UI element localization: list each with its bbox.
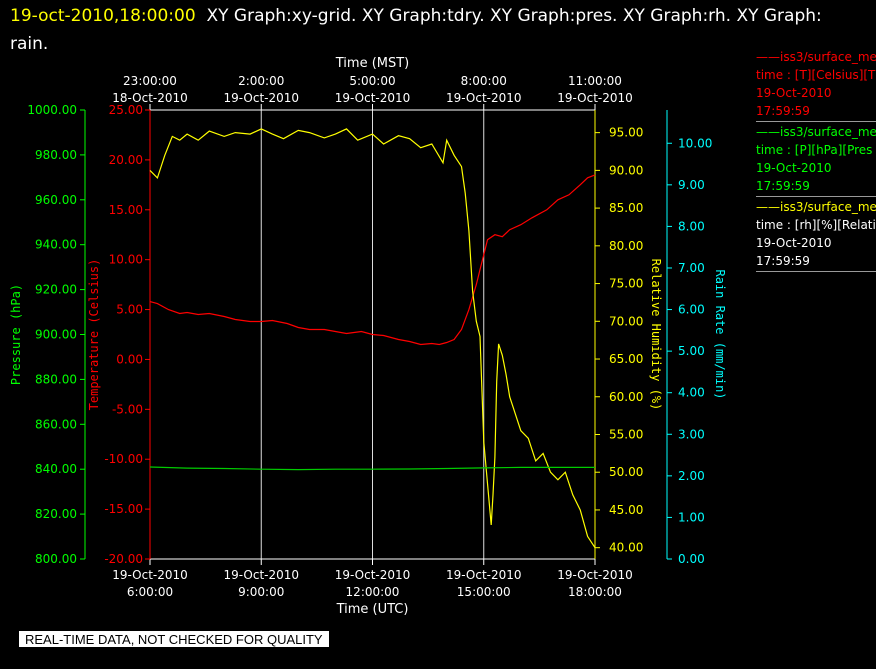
legend-entry-line: 17:59:59 <box>756 179 810 193</box>
rh-tick-label: 65.00 <box>609 352 643 366</box>
rh-tick-label: 40.00 <box>609 541 643 555</box>
temperature-tick-label: 0.00 <box>116 352 143 366</box>
pressure-tick-label: 820.00 <box>35 507 77 521</box>
legend-entry-line: ——iss3/surface_me <box>756 50 876 64</box>
bottom-tick-date-label: 19-Oct-2010 <box>335 568 411 582</box>
bottom-tick-date-label: 19-Oct-2010 <box>557 568 633 582</box>
top-tick-time-label: 23:00:00 <box>123 74 177 88</box>
rh-axis-title: Relative Humidity (%) <box>649 259 663 411</box>
temperature-tick-label: 15.00 <box>109 203 143 217</box>
rain-tick-label: 1.00 <box>678 510 705 524</box>
temperature-axis-title: Temperature (Celsius) <box>87 259 101 411</box>
rain-axis-title: Rain Rate (mm/min) <box>713 269 727 399</box>
pressure-tick-label: 960.00 <box>35 193 77 207</box>
bottom-tick-time-label: 15:00:00 <box>457 585 511 599</box>
bottom-tick-date-label: 19-Oct-2010 <box>446 568 522 582</box>
title-graph-list: XY Graph:xy-grid. XY Graph:tdry. XY Grap… <box>10 6 822 54</box>
rain-tick-label: 5.00 <box>678 344 705 358</box>
pressure-series-line <box>149 466 595 471</box>
rain-tick-label: 7.00 <box>678 261 705 275</box>
rh-tick-label: 85.00 <box>609 201 643 215</box>
temperature-tick-label: 25.00 <box>109 103 143 117</box>
temperature-tick-label: 10.00 <box>109 253 143 267</box>
top-tick-time-label: 8:00:00 <box>461 74 507 88</box>
pressure-tick-label: 920.00 <box>35 283 77 297</box>
bottom-tick-time-label: 9:00:00 <box>238 585 284 599</box>
pressure-tick-label: 860.00 <box>35 417 77 431</box>
rh-tick-label: 50.00 <box>609 465 643 479</box>
legend-entry-line: time : [T][Celsius][T <box>756 68 876 82</box>
rain-tick-label: 6.00 <box>678 303 705 317</box>
legend-entry-line: time : [P][hPa][Pres <box>756 143 873 157</box>
legend-entry-line: ——iss3/surface_me <box>756 200 876 214</box>
pressure-tick-label: 800.00 <box>35 552 77 566</box>
rain-tick-label: 2.00 <box>678 469 705 483</box>
pressure-tick-label: 1000.00 <box>27 103 77 117</box>
rain-tick-label: 0.00 <box>678 552 705 566</box>
legend-entry-line: ——iss3/surface_me <box>756 125 876 139</box>
top-tick-date-label: 18-Oct-2010 <box>112 91 188 105</box>
bottom-tick-time-label: 6:00:00 <box>127 585 173 599</box>
rain-tick-label: 10.00 <box>678 136 712 150</box>
rain-tick-label: 4.00 <box>678 386 705 400</box>
rain-tick-label: 9.00 <box>678 178 705 192</box>
bottom-tick-date-label: 19-Oct-2010 <box>223 568 299 582</box>
legend-entry-line: time : [rh][%][Relati <box>756 218 876 232</box>
legend-entry-line: 19-Oct-2010 <box>756 161 832 175</box>
rh-tick-label: 80.00 <box>609 239 643 253</box>
rh-tick-label: 55.00 <box>609 427 643 441</box>
top-tick-date-label: 19-Oct-2010 <box>223 91 299 105</box>
top-tick-time-label: 11:00:00 <box>568 74 622 88</box>
temperature-series-line <box>149 174 596 346</box>
bottom-tick-time-label: 12:00:00 <box>346 585 400 599</box>
rh-tick-label: 70.00 <box>609 314 643 328</box>
rh-tick-label: 45.00 <box>609 503 643 517</box>
top-tick-time-label: 2:00:00 <box>238 74 284 88</box>
rh-tick-label: 90.00 <box>609 163 643 177</box>
bottom-tick-date-label: 19-Oct-2010 <box>112 568 188 582</box>
legend: ——iss3/surface_me time : [T][Celsius][T 19… <box>756 48 876 273</box>
temperature-tick-label: 5.00 <box>116 303 143 317</box>
top-axis-title: Time (MST) <box>335 56 410 71</box>
legend-entry-line: 19-Oct-2010 <box>756 236 832 250</box>
title-timestamp: 19-oct-2010,18:00:00 <box>10 6 196 26</box>
bottom-axis-title: Time (UTC) <box>336 602 409 617</box>
temperature-tick-label: -10.00 <box>104 452 143 466</box>
rh-tick-label: 75.00 <box>609 277 643 291</box>
top-tick-date-label: 19-Oct-2010 <box>446 91 522 105</box>
top-tick-time-label: 5:00:00 <box>349 74 395 88</box>
temperature-tick-label: 20.00 <box>109 153 143 167</box>
top-tick-date-label: 19-Oct-2010 <box>557 91 633 105</box>
temperature-tick-label: -5.00 <box>112 402 143 416</box>
pressure-tick-label: 900.00 <box>35 328 77 342</box>
top-tick-date-label: 19-Oct-2010 <box>335 91 411 105</box>
bottom-tick-time-label: 18:00:00 <box>568 585 622 599</box>
quality-banner: REAL-TIME DATA, NOT CHECKED FOR QUALITY <box>19 631 329 647</box>
legend-entry-line: 17:59:59 <box>756 104 810 118</box>
pressure-tick-label: 980.00 <box>35 148 77 162</box>
pressure-tick-label: 940.00 <box>35 238 77 252</box>
temperature-tick-label: -15.00 <box>104 502 143 516</box>
pressure-axis-title: Pressure (hPa) <box>9 284 23 385</box>
pressure-tick-label: 840.00 <box>35 462 77 476</box>
legend-entry-line: 19-Oct-2010 <box>756 86 832 100</box>
rain-tick-label: 8.00 <box>678 219 705 233</box>
page-title: 19-oct-2010,18:00:00 XY Graph:xy-grid. X… <box>10 2 850 58</box>
rh-tick-label: 95.00 <box>609 126 643 140</box>
temperature-tick-label: -20.00 <box>104 552 143 566</box>
legend-entry-line: 17:59:59 <box>756 254 810 268</box>
rh-tick-label: 60.00 <box>609 390 643 404</box>
pressure-tick-label: 880.00 <box>35 372 77 386</box>
rain-tick-label: 3.00 <box>678 427 705 441</box>
rh-series-line <box>149 128 596 549</box>
